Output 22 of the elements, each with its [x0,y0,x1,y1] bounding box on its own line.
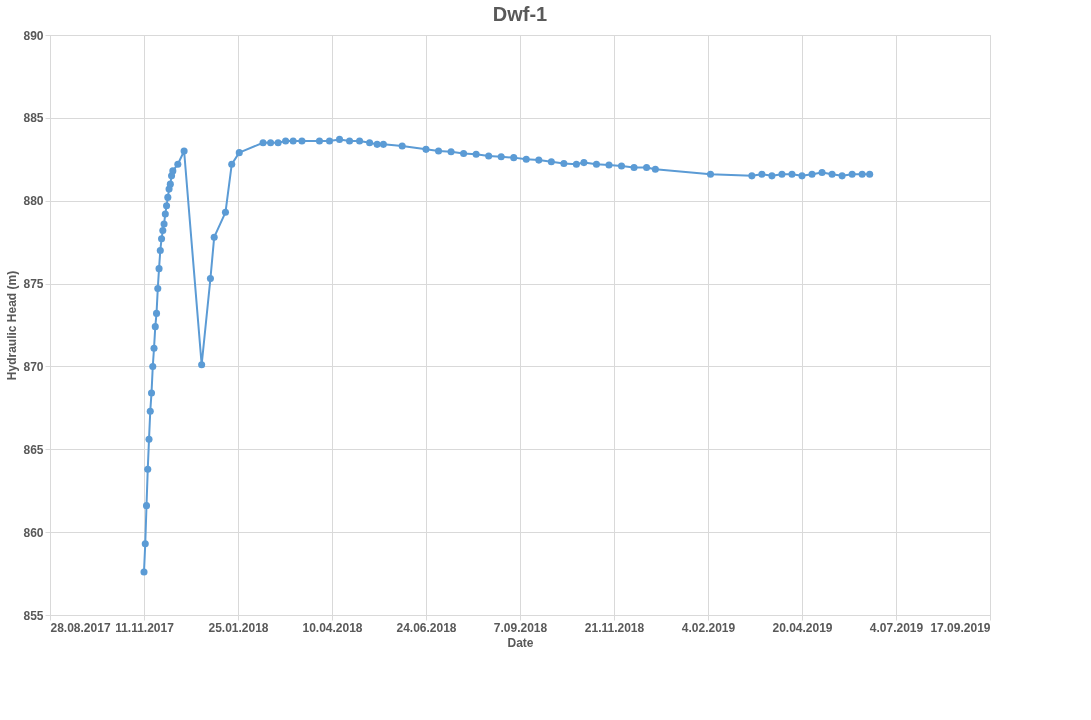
x-tick-label: 4.07.2019 [869,620,924,635]
y-tick-label: 875 [23,277,44,292]
x-tick-label: 25.01.2018 [208,620,269,635]
x-tick-label: 17.09.2019 [930,620,991,635]
x-tick-label: 20.04.2019 [772,620,833,635]
y-axis-title: Hydraulic Head (m) [5,270,20,381]
x-tick-label: 11.11.2017 [115,620,175,635]
y-tick-label: 860 [23,525,44,540]
chart-title: Dwf-1 [492,3,548,25]
x-tick-label: 7.09.2018 [493,620,548,635]
y-tick-label: 885 [23,111,44,126]
x-tick-label: 28.08.2017 [50,620,111,635]
y-tick-label: 855 [23,608,44,623]
x-tick-label: 10.04.2018 [302,620,363,635]
x-tick-label: 24.06.2018 [396,620,457,635]
y-tick-label: 865 [23,442,44,457]
y-tick-label: 880 [23,194,44,209]
x-tick-label: 21.11.2018 [584,620,645,635]
y-tick-label: 890 [23,28,44,43]
x-tick-label: 4.02.2019 [681,620,736,635]
x-axis-title: Date [507,635,534,650]
y-tick-label: 870 [23,359,44,374]
